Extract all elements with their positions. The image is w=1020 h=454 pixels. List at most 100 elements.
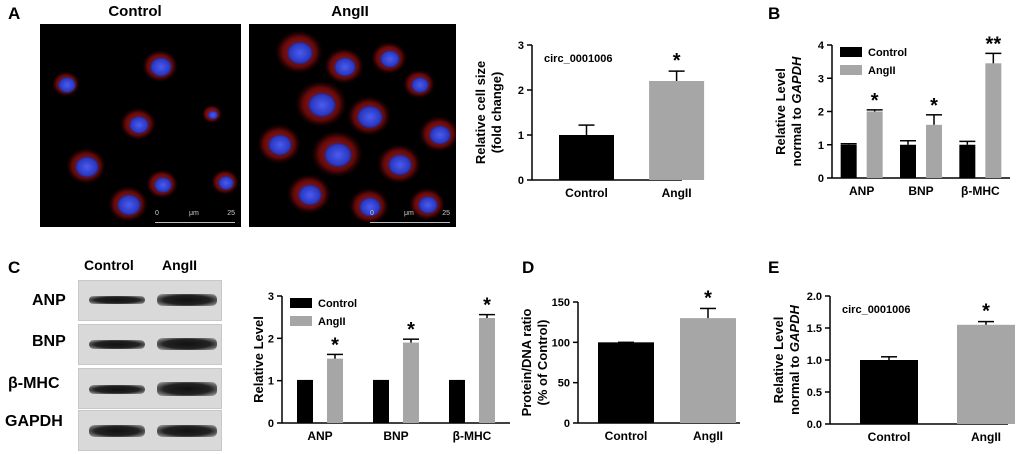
significance-mark: * <box>982 301 990 323</box>
scalebar-control: 0 μm 25 <box>155 210 235 224</box>
bar-control <box>860 360 918 424</box>
x-tick-label: BNP <box>908 184 933 198</box>
angii-cell-nucleus <box>268 134 292 156</box>
y-tick-label: 4 <box>818 40 825 52</box>
y-tick-label: 0.5 <box>807 387 822 399</box>
x-tick-label: AngII <box>693 429 723 443</box>
blot-strip-gapdh <box>78 410 222 451</box>
micrograph-angii: 0 μm 25 <box>249 24 456 227</box>
control-cell-nucleus <box>129 116 149 134</box>
x-tick-label: AngII <box>971 430 1001 444</box>
micrograph-control-cells <box>52 49 239 222</box>
y-axis-label-line: (% of Control) <box>535 320 550 406</box>
control-cell-nucleus <box>150 57 172 77</box>
x-tick-label: ANP <box>849 184 874 198</box>
control-cell-nucleus <box>218 175 234 191</box>
blot-lane-label-angii: AngII <box>162 257 197 273</box>
angii-cell-nucleus <box>298 184 322 206</box>
bar-control-1 <box>373 380 389 423</box>
significance-mark: ** <box>986 33 1002 55</box>
chart-mrna-markers: 0 1 2 3 4 * ANP * BNP ** β-MHC Control AngII Relative… <box>773 33 1010 198</box>
angii-cell-nucleus <box>359 197 381 217</box>
bar-control-1 <box>900 144 916 178</box>
blot-row-label-gapdh: GAPDH <box>5 413 63 430</box>
angii-cell-nucleus <box>334 57 356 77</box>
y-tick-label: 2 <box>268 333 274 345</box>
blot-row-label-anp: ANP <box>32 292 66 309</box>
blot-strip-bnp <box>78 324 222 365</box>
significance-mark: * <box>483 295 491 317</box>
y-axis-label: Relative cell size (fold change) <box>473 61 504 164</box>
y-axis-label-line: Relative Level <box>773 68 788 155</box>
chart-circ-level: 0.0 0.5 1.0 1.5 2.0 Control * AngII circ_0001006… <box>771 291 1015 444</box>
significance-mark: * <box>930 95 938 117</box>
x-tick-label: Control <box>868 430 911 444</box>
y-tick-label: 3 <box>818 73 824 85</box>
x-tick-label: ANP <box>307 429 332 443</box>
y-tick-label: 2.0 <box>807 291 822 303</box>
y-tick-label: 0 <box>818 173 824 185</box>
micrograph-control: 0 μm 25 <box>40 24 241 227</box>
significance-mark: * <box>673 50 681 72</box>
y-tick-label: 2 <box>518 85 524 97</box>
band-bnp-angii <box>157 338 217 350</box>
panel-letter-e: E <box>768 258 780 277</box>
y-axis-label: Protein/DNA ratio (% of Control) <box>519 309 550 417</box>
bar-angii <box>649 81 705 180</box>
y-axis-label-line: normal to GAPDH <box>787 304 802 414</box>
legend-label-angii: AngII <box>318 316 346 328</box>
band-gapdh-angii <box>157 425 217 437</box>
x-tick-label: Control <box>605 429 648 443</box>
western-blot <box>78 270 222 453</box>
y-axis-label: Relative Level <box>251 316 266 403</box>
panel-letter-d: D <box>522 258 535 277</box>
y-axis-label-line: (fold change) <box>489 72 504 154</box>
bar-angii-2 <box>479 318 495 423</box>
band-bmhc-angii <box>157 382 217 396</box>
control-cell-nucleus <box>58 77 76 93</box>
x-tick-label: BNP <box>383 429 408 443</box>
bar-angii-0 <box>866 111 883 178</box>
angii-cell-nucleus <box>287 41 313 65</box>
y-tick-label: 1 <box>818 140 824 152</box>
bar-angii <box>680 318 736 423</box>
x-tick-label: β-MHC <box>453 429 492 443</box>
bar-angii-1 <box>403 342 419 423</box>
control-cell-nucleus <box>75 156 99 178</box>
bar-angii-2 <box>985 63 1002 178</box>
chart-title: circ_0001006 <box>842 304 911 316</box>
y-tick-label: 0 <box>268 418 274 430</box>
angii-cell-nucleus <box>324 142 352 168</box>
blot-row-label-bmhc: β-MHC <box>8 375 60 392</box>
band-gapdh-control <box>89 425 145 437</box>
angii-cell-nucleus <box>411 77 429 93</box>
y-tick-label: 100 <box>552 337 570 349</box>
bar-angii-1 <box>926 124 942 178</box>
band-bnp-control <box>89 340 145 349</box>
y-tick-label: 50 <box>558 378 570 390</box>
bar-control <box>559 135 614 180</box>
chart-title: circ_0001006 <box>544 53 613 65</box>
bar-control <box>598 342 654 423</box>
bar-angii <box>957 324 1015 424</box>
significance-mark: * <box>331 334 339 356</box>
legend-swatch-angii <box>840 65 862 75</box>
bar-control-2 <box>449 380 465 423</box>
panel-letter-b: B <box>768 4 781 23</box>
y-axis-label-line: Protein/DNA ratio <box>519 309 534 417</box>
control-cell-nucleus <box>154 177 172 193</box>
blot-lane-label-control: Control <box>84 257 134 273</box>
angii-cell-nucleus <box>418 196 438 214</box>
scalebar-angii: 0 μm 25 <box>370 210 450 224</box>
bar-control-2 <box>959 144 976 178</box>
angii-cell-nucleus <box>429 125 451 145</box>
blot-strip-bmhc <box>78 368 222 409</box>
legend-label-control: Control <box>318 298 357 310</box>
y-tick-label: 0 <box>518 175 524 187</box>
y-tick-label: 1 <box>268 376 274 388</box>
legend-label-control: Control <box>868 47 907 59</box>
micrograph-label-angii: AngII <box>331 3 369 20</box>
y-axis-label: Relative Level normal to GAPDH <box>771 304 802 414</box>
chart-protein-dna: 0 50 100 150 Control * AngII Protein/DNA ratio(… <box>519 287 740 443</box>
significance-mark: * <box>871 90 879 112</box>
